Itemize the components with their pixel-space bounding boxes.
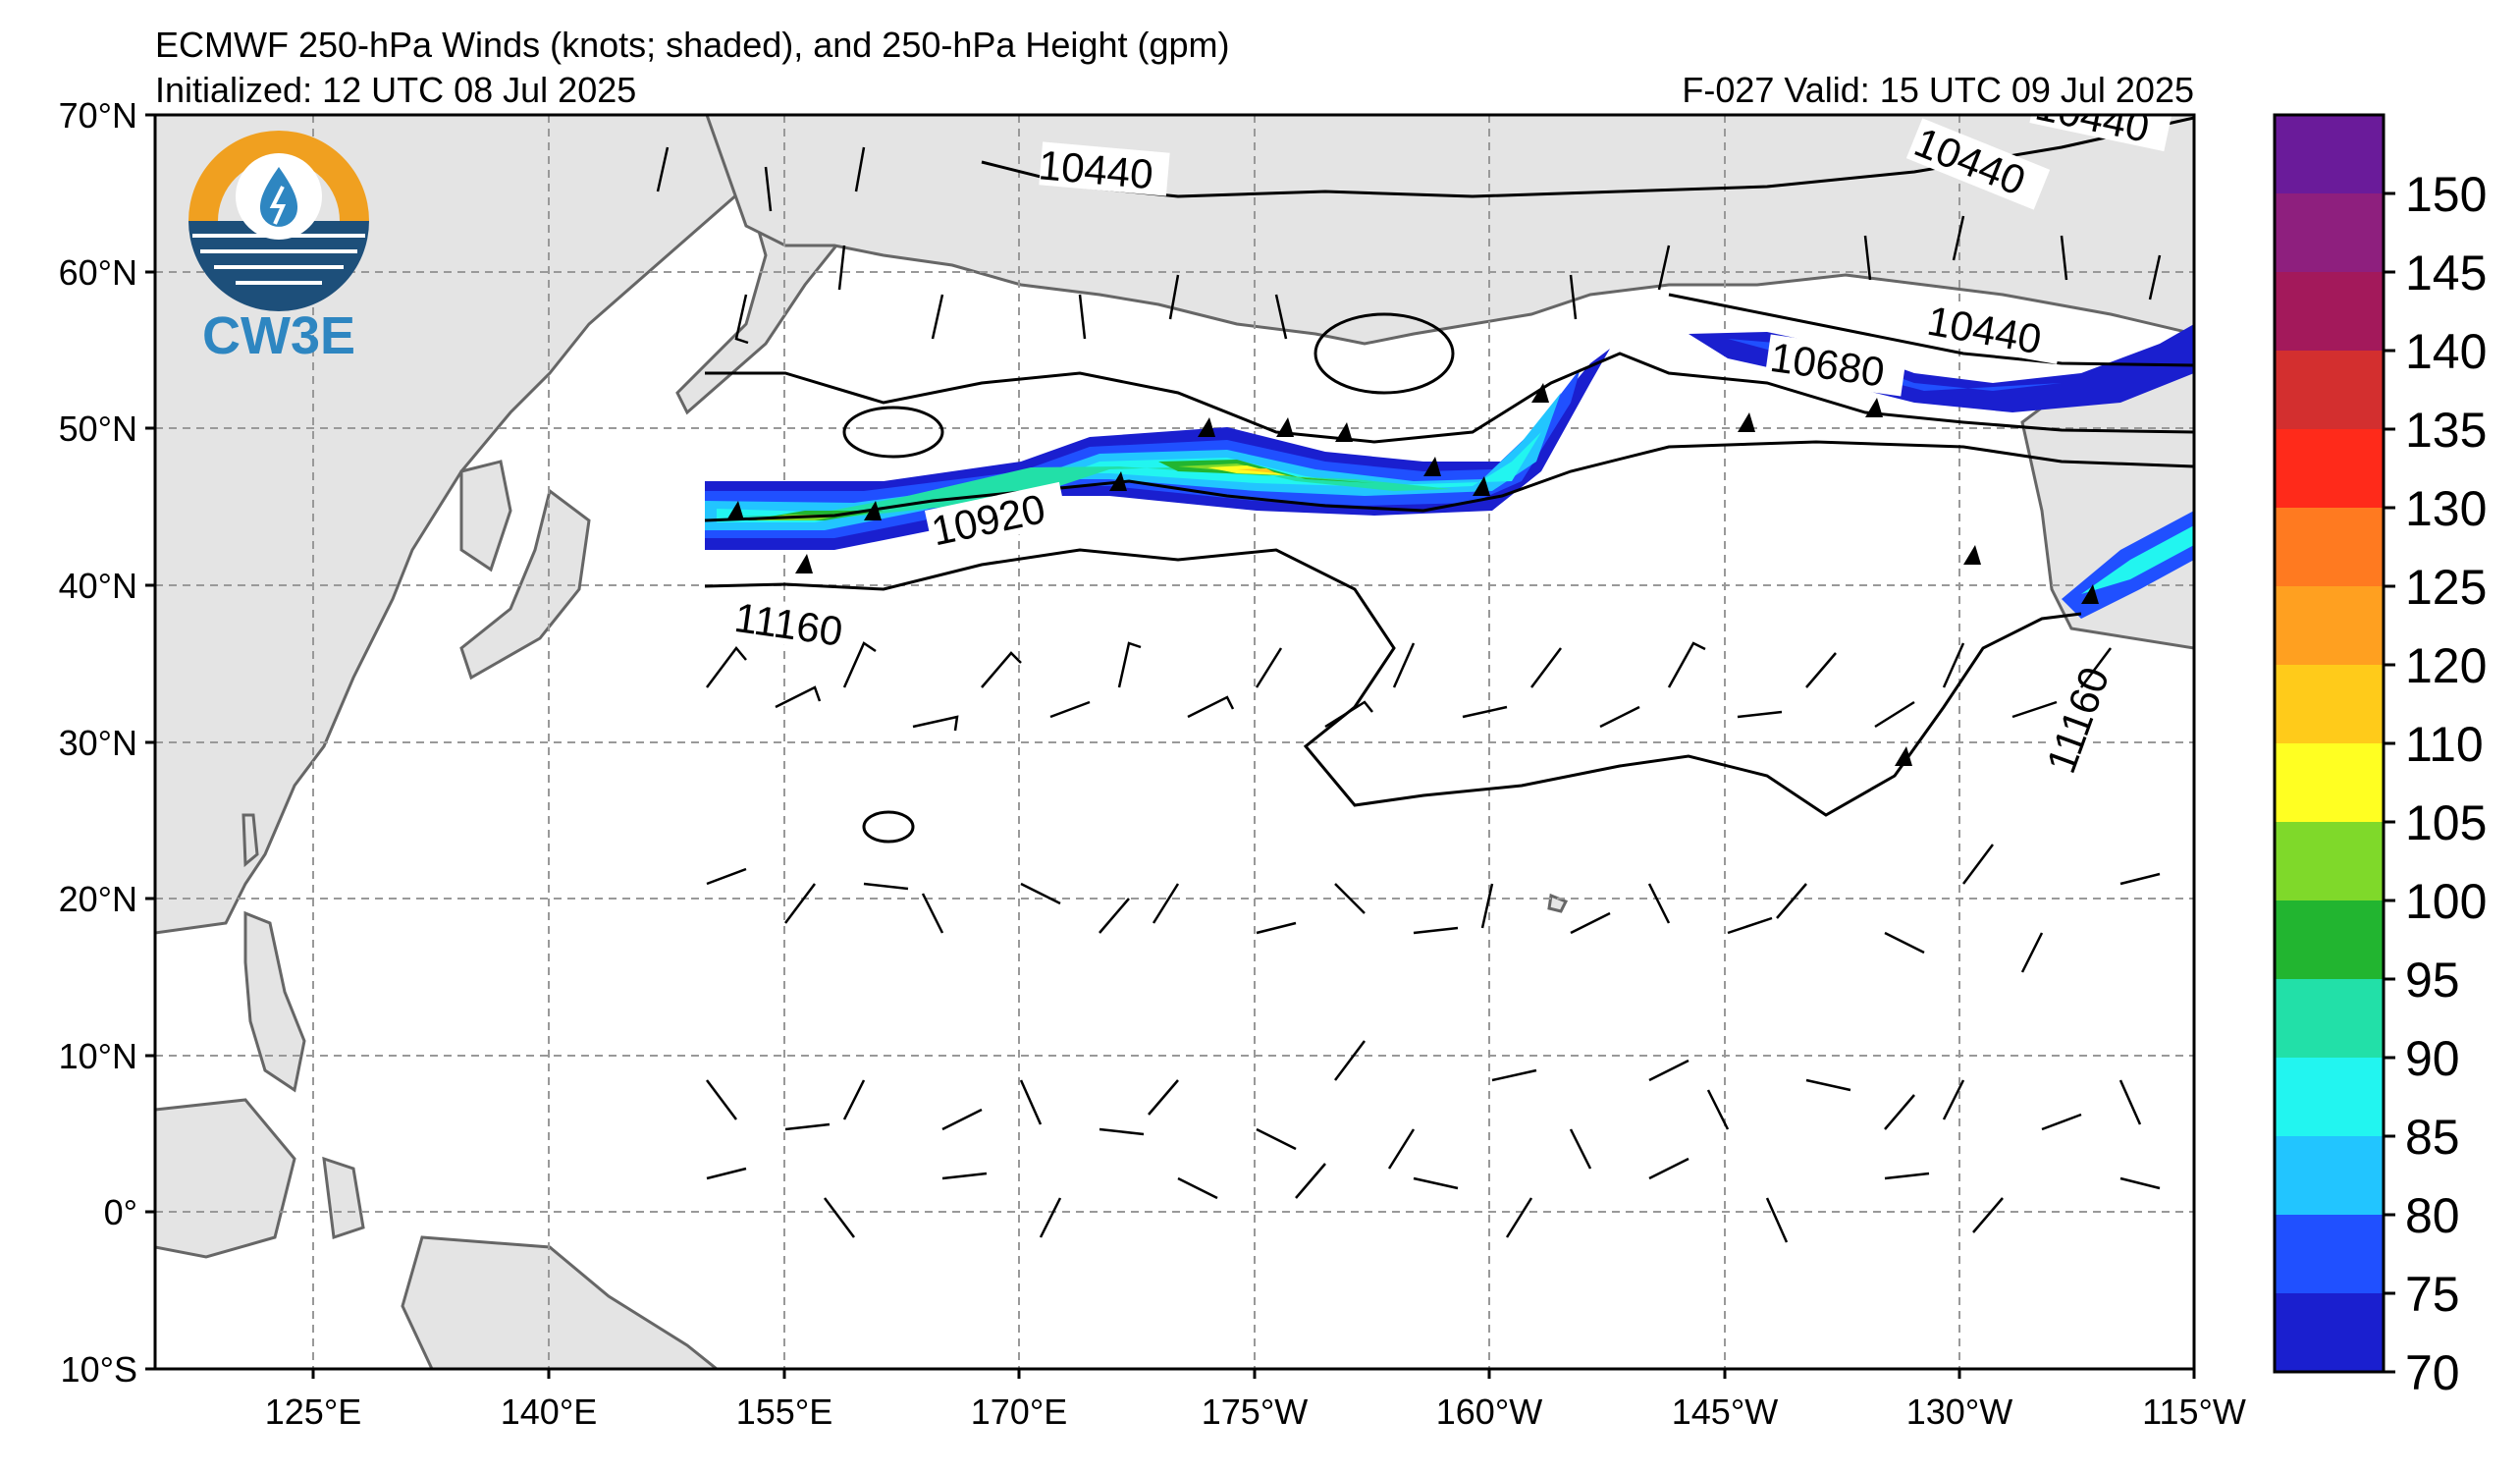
colorbar-label: 90 — [2405, 1031, 2460, 1086]
lightning-icon — [269, 186, 287, 225]
contour-10680 — [705, 352, 2194, 444]
longitude-labels: 125°E 140°E 155°E 170°E 175°W 160°W 145°… — [265, 1391, 2246, 1432]
contour-10920 — [704, 440, 2194, 522]
colorbar-segment — [2275, 351, 2384, 429]
korea-peninsula — [459, 460, 512, 573]
japan — [459, 488, 591, 681]
colorbar-segment — [2275, 115, 2384, 193]
colorbar-label: 120 — [2405, 638, 2487, 693]
colorbar-label: 80 — [2405, 1188, 2460, 1243]
colorbar-label: 125 — [2405, 560, 2487, 615]
colorbar-segment — [2275, 1058, 2384, 1136]
colorbar-label: 110 — [2405, 717, 2484, 772]
gridlines — [155, 115, 2194, 1369]
colorbar-segment — [2275, 665, 2384, 743]
jet-110-knots — [1237, 468, 1276, 473]
lat-label: 30°N — [59, 723, 137, 763]
lon-label: 160°W — [1436, 1391, 1542, 1432]
lat-label: 70°N — [59, 95, 137, 136]
lat-label: 0° — [104, 1192, 137, 1232]
colorbar: 150 145 140 135 130 125 120 110 105 100 … — [2273, 113, 2487, 1400]
colorbar-segment — [2275, 429, 2384, 508]
closed-contour-high — [862, 810, 915, 844]
colorbar-label: 135 — [2405, 403, 2487, 458]
lat-label: 60°N — [59, 252, 137, 293]
valid-time: F-027 Valid: 15 UTC 09 Jul 2025 — [1682, 70, 2194, 110]
taiwan — [241, 813, 259, 868]
lat-label: 20°N — [59, 879, 137, 919]
colorbar-segment — [2275, 979, 2384, 1058]
colorbar-label: 105 — [2405, 795, 2487, 850]
borneo-indonesia — [155, 1098, 296, 1259]
colorbar-segment — [2275, 1136, 2384, 1215]
cw3e-logo: CW3E — [188, 131, 369, 365]
logo-sun-arc — [188, 131, 369, 221]
philippines — [243, 910, 306, 1093]
wind-barbs — [656, 146, 2162, 1243]
colorbar-segment — [2275, 508, 2384, 586]
lat-label: 10°N — [59, 1036, 137, 1076]
map-content: 10440 10440 10440 10440 10680 10920 1116… — [155, 115, 2194, 1369]
lon-label: 130°W — [1906, 1391, 2012, 1432]
colorbar-segment — [2275, 193, 2384, 272]
lon-label: 140°E — [501, 1391, 597, 1432]
new-guinea — [401, 1235, 720, 1369]
jet-california-85-knots — [2081, 525, 2194, 594]
colorbar-label: 100 — [2405, 874, 2487, 929]
colorbar-label: 145 — [2405, 246, 2487, 300]
closed-contour-low — [1314, 312, 1455, 395]
colorbar-ticks — [2384, 191, 2395, 1374]
lon-label: 125°E — [265, 1391, 361, 1432]
colorbar-label: 130 — [2405, 481, 2487, 536]
barb-flags — [726, 383, 2099, 766]
colorbar-segment — [2275, 822, 2384, 900]
axis-ticks — [145, 113, 2196, 1379]
contour-10440-south — [1668, 293, 2194, 367]
lon-label: 175°W — [1202, 1391, 1308, 1432]
lon-label: 170°E — [971, 1391, 1067, 1432]
colorbar-segment — [2275, 1215, 2384, 1293]
contour-label-group: 10440 10440 10440 10440 10680 10920 1116… — [728, 115, 2172, 782]
colorbar-label: 75 — [2405, 1267, 2460, 1322]
initialized-time: Initialized: 12 UTC 08 Jul 2025 — [155, 70, 637, 110]
colorbar-segment — [2275, 586, 2384, 665]
lat-label: 40°N — [59, 566, 137, 606]
lon-label: 145°W — [1672, 1391, 1778, 1432]
logo-text: CW3E — [202, 306, 355, 365]
colorbar-label: 150 — [2405, 167, 2487, 222]
lon-label: 115°W — [2142, 1391, 2246, 1432]
small-islands — [322, 1156, 365, 1240]
lon-label: 155°E — [736, 1391, 832, 1432]
closed-contour-mid — [842, 406, 944, 459]
lat-label: 50°N — [59, 409, 137, 449]
latitude-labels: 70°N 60°N 50°N 40°N 30°N 20°N 10°N 0° 10… — [59, 95, 137, 1390]
colorbar-segment — [2275, 272, 2384, 351]
colorbar-label: 85 — [2405, 1110, 2460, 1165]
lat-label: 10°S — [61, 1349, 137, 1390]
colorbar-label: 70 — [2405, 1345, 2460, 1400]
contour-label: 10440 — [1037, 141, 1154, 197]
colorbar-segment — [2275, 1293, 2384, 1372]
asia-land — [155, 115, 748, 935]
colorbar-label: 95 — [2405, 953, 2460, 1008]
colorbar-segment — [2275, 743, 2384, 822]
map-title: ECMWF 250-hPa Winds (knots; shaded), and… — [155, 25, 1230, 65]
colorbar-label: 140 — [2405, 324, 2487, 379]
colorbar-segment — [2275, 900, 2384, 979]
contour-11160 — [704, 548, 2082, 817]
